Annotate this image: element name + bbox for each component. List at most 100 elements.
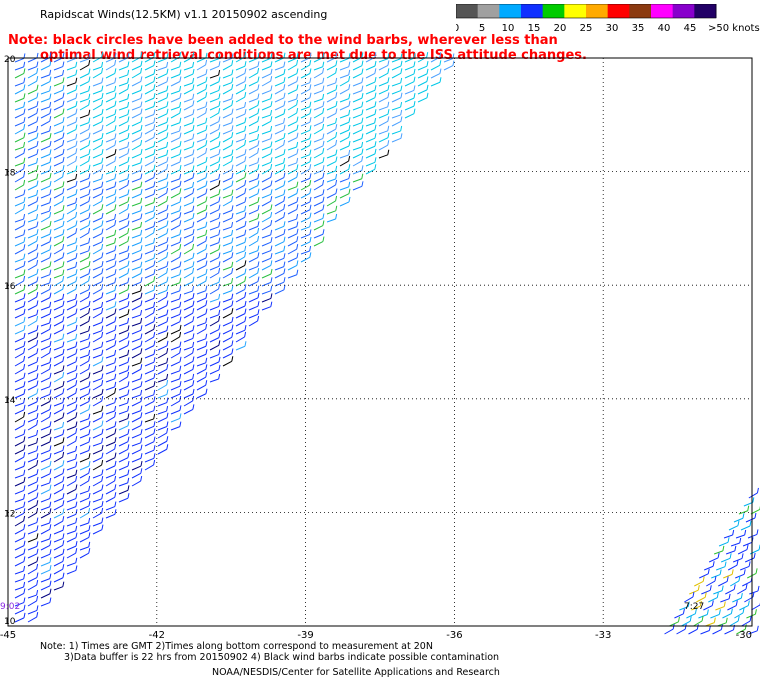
wind-barb-feather (728, 593, 731, 599)
wind-barb (27, 537, 38, 543)
wind-barb-feather (244, 260, 247, 266)
wind-barb (105, 416, 115, 423)
wind-barb (79, 552, 90, 559)
wind-barb-feather (88, 189, 91, 195)
wind-barb-feather (205, 156, 208, 163)
wind-barb-feather (426, 68, 429, 74)
wind-barb (66, 193, 77, 199)
wind-barb-feather (88, 60, 91, 66)
wind-barb (105, 473, 116, 479)
wind-barb-feather (218, 261, 221, 267)
wind-barb (131, 153, 142, 159)
wind-barb-feather (101, 292, 104, 298)
wind-barb (118, 82, 128, 87)
wind-barb-feather (374, 92, 377, 98)
wind-barb-feather (153, 364, 156, 371)
wind-barb-feather (743, 569, 746, 575)
wind-barb (27, 450, 38, 455)
wind-barb-feather (348, 196, 351, 203)
wind-barb (170, 122, 180, 127)
wind-barb-feather (140, 197, 143, 203)
wind-barb-feather (166, 181, 169, 187)
wind-barb (287, 104, 297, 111)
wind-barb (40, 98, 51, 103)
wind-barb-feather (218, 204, 221, 210)
wind-barb-feather (75, 532, 78, 538)
wind-barb (53, 568, 64, 575)
wind-barb-feather (23, 404, 26, 410)
wind-barb (287, 57, 298, 63)
wind-barb-feather (387, 109, 390, 115)
wind-barb-feather (88, 245, 91, 251)
wind-barb-feather (36, 252, 39, 258)
wind-barb (391, 58, 402, 63)
wind-barb (131, 144, 141, 151)
wind-barb (66, 170, 77, 175)
wind-barb (14, 274, 25, 279)
wind-barb (222, 74, 233, 79)
wind-barb (53, 561, 64, 567)
wind-barb-feather (218, 189, 221, 195)
wind-barb-feather (257, 204, 260, 211)
wind-barb-feather (49, 229, 52, 235)
wind-barb (248, 193, 259, 199)
wind-barb-feather (166, 373, 169, 380)
wind-barb-feather (153, 84, 156, 90)
wind-barb-feather (23, 213, 26, 220)
wind-barb-feather (140, 253, 143, 259)
wind-barb (105, 338, 115, 343)
wind-barb-feather (114, 277, 117, 283)
wind-barb (92, 522, 103, 527)
wind-barb-feather (179, 373, 182, 379)
wind-barb (105, 321, 116, 327)
wind-barb-feather (717, 552, 720, 558)
wind-barb-feather (166, 228, 169, 234)
wind-barb-feather (23, 565, 26, 572)
wind-barb-feather (270, 157, 273, 163)
wind-barb (27, 178, 38, 183)
wind-barb (53, 529, 64, 535)
wind-barb (196, 112, 206, 119)
wind-barb (53, 274, 64, 279)
wind-barb-feather (88, 220, 91, 226)
wind-barb (40, 569, 51, 575)
wind-barb (53, 577, 64, 583)
wind-barb (235, 201, 246, 207)
wind-barb-feather (88, 307, 91, 314)
wind-barb (222, 136, 233, 143)
wind-barb-feather (361, 148, 364, 154)
wind-barb (170, 97, 181, 103)
wind-barb (118, 394, 129, 399)
wind-barb (209, 121, 220, 127)
wind-barb-feather (23, 515, 26, 522)
wind-barb (53, 153, 64, 159)
wind-barb-feather (75, 165, 78, 171)
wind-barb-feather (205, 349, 208, 355)
wind-barb (741, 620, 751, 627)
wind-barb (14, 329, 25, 335)
wind-barb (14, 416, 24, 423)
wind-barb-feather (296, 116, 299, 122)
legend-label: 10 (502, 23, 515, 34)
wind-barb (14, 570, 24, 575)
wind-barb-feather (361, 101, 364, 107)
wind-barb (170, 178, 180, 183)
wind-barb-feather (166, 237, 169, 243)
wind-barb (66, 513, 77, 519)
wind-barb (27, 169, 38, 175)
wind-barb (378, 154, 388, 159)
wind-barb-feather (192, 125, 195, 131)
wind-barb (40, 386, 51, 391)
wind-barb (79, 368, 89, 375)
wind-barb-feather (127, 203, 130, 210)
wind-barb-feather (192, 133, 195, 139)
wind-barb (118, 129, 129, 135)
wind-barb-feather (75, 180, 78, 187)
wind-barb-feather (309, 92, 312, 98)
wind-barb (196, 273, 207, 279)
wind-barb (105, 386, 115, 391)
wind-barb (92, 336, 102, 343)
wind-barb (727, 605, 737, 611)
wind-barb (118, 201, 129, 207)
wind-barb-feather (75, 276, 78, 282)
